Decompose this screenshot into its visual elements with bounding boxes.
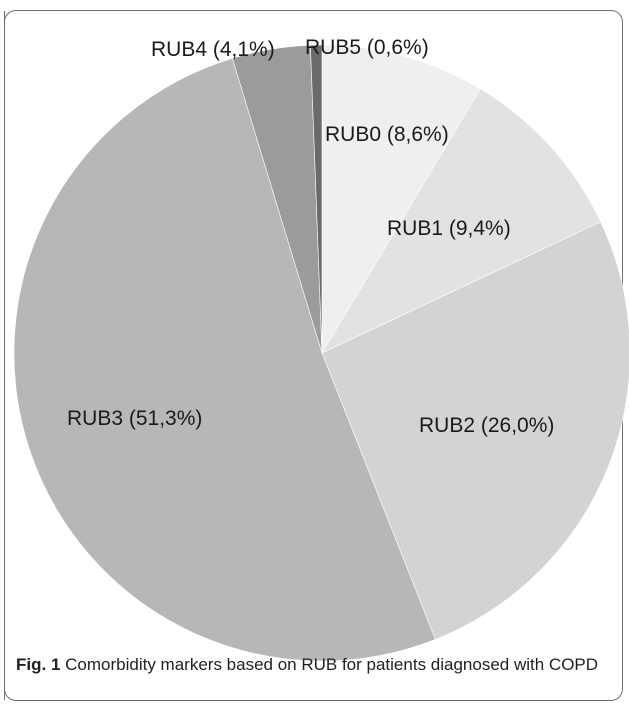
frame-left-edge [3,11,5,700]
pie-slice-rub3 [13,57,436,662]
pie-labels: RUB0 (8,6%) RUB1 (9,4%) RUB2 (26,0%) RUB3 (… [67,36,554,437]
pie-slice-rub1 [321,88,602,354]
slice-label-rub3: RUB3 (51,3%) [67,407,202,430]
slice-label-rub5: RUB5 (0,6%) [305,36,429,59]
pie-slice-rub5 [310,44,323,354]
slice-label-rub2: RUB2 (26,0%) [419,414,554,437]
figure-label: Fig. 1 [16,655,61,674]
pie-slice-rub2 [321,221,629,640]
slice-label-rub4: RUB4 (4,1%) [151,38,275,61]
pie-slices [13,44,629,662]
caption-text: Comorbidity markers based on RUB for pat… [65,655,599,674]
figure-caption: Fig. 1 Comorbidity markers based on RUB … [16,653,606,676]
pie-slice-rub0 [321,44,481,355]
slice-label-rub1: RUB1 (9,4%) [387,217,511,240]
slice-label-rub0: RUB0 (8,6%) [325,123,449,146]
